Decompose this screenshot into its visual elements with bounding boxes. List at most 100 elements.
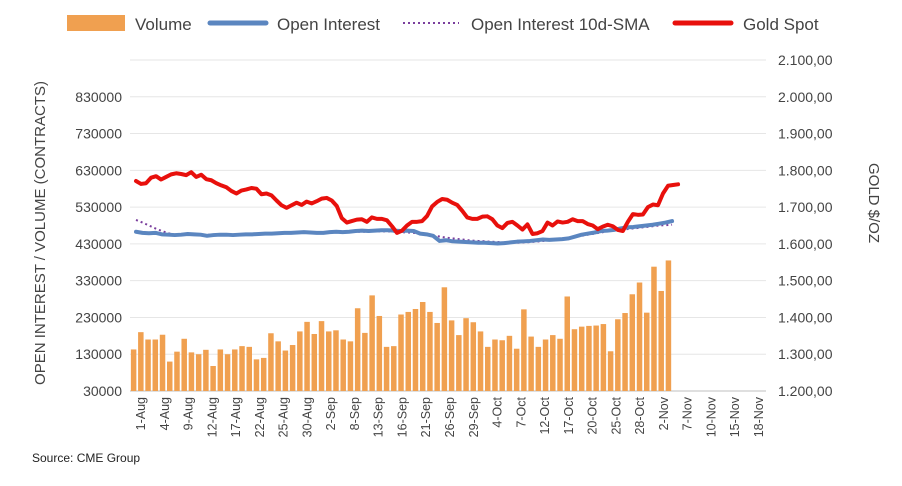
- x-tick-label: 26-Sep: [443, 397, 457, 437]
- volume-bar: [145, 339, 151, 391]
- volume-bar: [521, 309, 527, 391]
- volume-bar: [159, 334, 166, 391]
- x-tick-label: 15-Nov: [728, 396, 742, 437]
- y-right-tick-label: 1.900,00: [778, 126, 833, 142]
- x-tick-label: 30-Aug: [300, 397, 314, 437]
- volume-bar: [203, 349, 209, 391]
- volume-bar: [246, 346, 252, 391]
- x-tick-label: 13-Sep: [372, 397, 386, 437]
- volume-bar: [629, 294, 636, 391]
- volume-bar: [333, 330, 339, 391]
- x-tick-label: 28-Oct: [633, 396, 647, 434]
- y-right-tick-labels: 2.100,00 2.000,00 1.900,00 1.800,00 1.700,00…: [778, 52, 833, 399]
- x-tick-label: 29-Sep: [467, 397, 481, 437]
- volume-bar: [174, 351, 180, 391]
- x-tick-label: 7-Oct: [514, 396, 528, 427]
- volume-bar: [499, 340, 505, 391]
- y-right-tick-label: 1.700,00: [778, 199, 833, 215]
- volume-bar: [217, 349, 224, 391]
- legend-sma-label: Open Interest 10d-SMA: [471, 15, 650, 34]
- volume-bar: [260, 357, 267, 391]
- volume-bar: [586, 325, 592, 391]
- volume-bar: [369, 295, 375, 391]
- volume-bar: [615, 319, 621, 391]
- y-right-axis-title: GOLD $/OZ: [865, 163, 882, 243]
- volume-bar: [542, 339, 549, 391]
- volume-bar: [564, 296, 570, 391]
- volume-bar: [463, 318, 469, 391]
- x-tick-label: 2-Nov: [657, 396, 671, 430]
- y-left-tick-label: 530000: [75, 199, 122, 215]
- volume-bar: [224, 354, 231, 391]
- legend-volume-label: Volume: [135, 15, 192, 34]
- volume-bar: [644, 312, 650, 391]
- legend-open-interest-label: Open Interest: [277, 15, 380, 34]
- x-tick-label: 25-Aug: [277, 397, 291, 437]
- volume-bar: [506, 335, 513, 391]
- volume-bar: [477, 331, 484, 391]
- volume-bar: [456, 335, 462, 391]
- volume-bar: [304, 321, 310, 391]
- x-tick-label: 4-Oct: [491, 396, 505, 427]
- volume-bar: [326, 331, 332, 391]
- volume-bar: [354, 308, 361, 391]
- volume-bar: [138, 332, 144, 391]
- volume-bar: [282, 350, 289, 391]
- volume-bar: [398, 314, 404, 391]
- volume-bar: [658, 290, 664, 391]
- volume-bar: [578, 326, 585, 391]
- x-tick-labels: 1-Aug 4-Aug 9-Aug 12-Aug 17-Aug 22-Aug 25-Aug 3…: [134, 396, 766, 437]
- y-left-tick-label: 230000: [75, 309, 122, 325]
- volume-bar: [427, 311, 433, 391]
- volume-bar: [362, 332, 368, 391]
- volume-bar: [607, 351, 614, 391]
- x-tick-label: 1-Aug: [134, 397, 148, 430]
- y-left-tick-label: 830000: [75, 89, 122, 105]
- x-tick-label: 2-Sep: [324, 397, 338, 430]
- x-tick-label: 21-Sep: [419, 397, 433, 437]
- y-right-tick-label: 1.500,00: [778, 273, 833, 289]
- y-left-tick-label: 730000: [75, 126, 122, 142]
- x-tick-label: 22-Aug: [253, 397, 267, 437]
- legend: Volume Open Interest Open Interest 10d-S…: [67, 15, 819, 34]
- volume-bars: [130, 260, 672, 391]
- volume-bar: [130, 349, 137, 391]
- volume-bar: [195, 354, 202, 391]
- volume-bar: [311, 333, 318, 391]
- volume-bar: [340, 339, 346, 391]
- y-right-tick-label: 1.300,00: [778, 346, 833, 362]
- x-tick-label: 12-Oct: [538, 396, 552, 434]
- volume-bar: [441, 287, 448, 391]
- volume-bar: [470, 322, 477, 391]
- source-note: Source: CME Group: [32, 451, 140, 465]
- y-left-axis-title: OPEN INTEREST / VOLUME (CONTRACTS): [32, 81, 49, 385]
- y-left-tick-label: 630000: [75, 162, 122, 178]
- volume-bar: [448, 320, 455, 391]
- x-tick-label: 12-Aug: [205, 397, 219, 437]
- volume-bar: [253, 359, 260, 391]
- y-right-tick-label: 1.400,00: [778, 309, 833, 325]
- volume-bar: [188, 352, 195, 391]
- volume-bar: [550, 335, 556, 391]
- volume-bar: [571, 329, 578, 391]
- series-lines: [134, 170, 681, 246]
- y-right-tick-label: 1.800,00: [778, 162, 833, 178]
- volume-bar: [636, 282, 643, 391]
- volume-bar: [557, 338, 563, 391]
- volume-bar: [383, 346, 390, 391]
- volume-bar: [318, 321, 325, 391]
- x-tick-label: 25-Oct: [609, 396, 623, 434]
- volume-bar: [232, 349, 238, 391]
- volume-bar: [239, 346, 245, 391]
- volume-bar: [419, 302, 426, 391]
- y-right-tick-label: 1.600,00: [778, 236, 833, 252]
- x-tick-label: 17-Oct: [562, 396, 576, 434]
- volume-bar: [412, 308, 419, 391]
- volume-bar: [528, 336, 534, 391]
- y-left-tick-label: 30000: [83, 383, 122, 399]
- x-tick-label: 7-Nov: [681, 396, 695, 430]
- volume-bar: [289, 345, 296, 391]
- volume-bar: [600, 324, 607, 391]
- volume-bar: [651, 266, 657, 391]
